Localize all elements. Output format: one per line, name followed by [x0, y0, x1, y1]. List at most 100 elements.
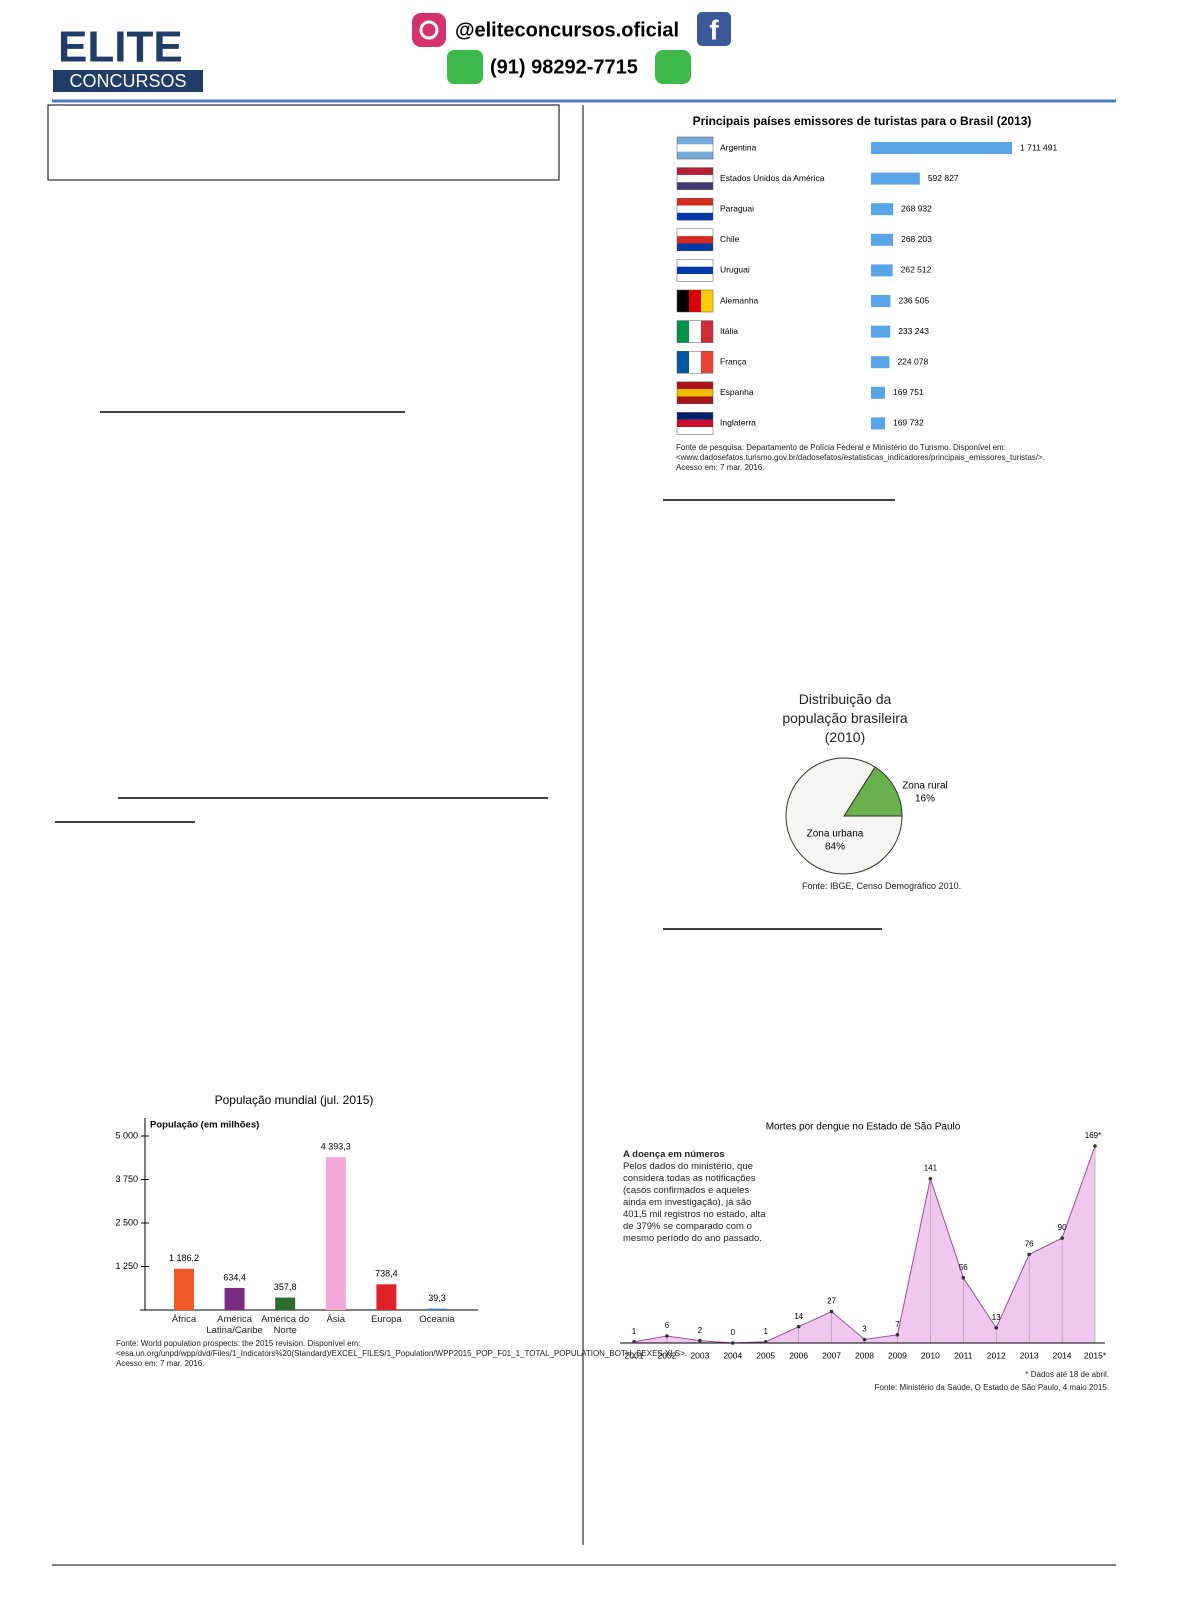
x-tick-label: Oceania	[419, 1314, 455, 1325]
flag-border	[676, 228, 714, 252]
chart-title: Distribuição da população brasileira (20…	[782, 691, 908, 745]
flag	[677, 396, 713, 404]
annotation: A doença em números Pelos dados do minis…	[623, 1149, 773, 1245]
value-label: 634,4	[223, 1272, 246, 1282]
value-label: 236 505	[898, 295, 929, 305]
flag-border	[676, 167, 714, 190]
value-label: 6	[665, 1321, 670, 1330]
x-tick-label: 2009	[888, 1350, 907, 1360]
value-label: 268 203	[901, 234, 932, 244]
flag	[677, 419, 713, 428]
flag	[677, 351, 689, 374]
bar	[871, 172, 920, 185]
instagram-icon	[419, 20, 439, 40]
point	[1093, 1144, 1097, 1148]
value-label: 268 932	[901, 203, 932, 213]
category-label: Espanha	[720, 387, 754, 397]
flag	[677, 212, 713, 221]
point	[829, 1309, 834, 1314]
instagram-icon	[412, 13, 446, 47]
x-tick-label: 2003	[690, 1350, 709, 1360]
y-tick-label: 3 750	[115, 1174, 138, 1184]
value-label: 1	[632, 1327, 637, 1336]
category-label: Alemanha	[720, 295, 759, 305]
flag-border	[676, 289, 714, 313]
pie-slice	[785, 757, 903, 875]
area-fill	[634, 1146, 1096, 1343]
flag	[701, 320, 713, 343]
value-label: 0	[731, 1328, 736, 1337]
flag	[677, 381, 713, 390]
category-label: Paraguai	[720, 203, 754, 213]
instagram-handle: @eliteconcursos.oficial	[455, 19, 679, 41]
flag	[677, 243, 713, 251]
value-label: 224 078	[897, 356, 928, 366]
bar	[174, 1268, 194, 1310]
bar	[224, 1287, 245, 1310]
point	[895, 1333, 900, 1337]
y-tick-label: 2 500	[115, 1217, 138, 1227]
value-label: 3	[862, 1325, 867, 1334]
x-tick-label: 2013	[1020, 1350, 1039, 1360]
value-label: 169 751	[893, 387, 924, 397]
point	[1060, 1236, 1064, 1240]
flag	[677, 198, 713, 206]
bar	[427, 1308, 447, 1310]
slice-value: 84%	[825, 842, 845, 853]
footnote: * Dados até 18 de abril.	[1025, 1370, 1109, 1379]
point	[763, 1340, 768, 1344]
x-tick-label: Ásia	[326, 1314, 346, 1325]
x-tick-label: 2012	[987, 1350, 1006, 1360]
chart-title: Principais países emissores de turistas …	[693, 114, 1032, 128]
flag	[677, 259, 713, 267]
value-label: 7	[895, 1320, 900, 1329]
category-label: França	[720, 356, 747, 366]
category-label: Chile	[720, 234, 740, 244]
bar	[275, 1297, 296, 1310]
bar	[871, 386, 885, 399]
flag	[677, 174, 713, 183]
flag-border	[676, 197, 714, 221]
facebook-icon	[697, 12, 731, 46]
flag	[677, 412, 713, 420]
flag	[677, 182, 713, 190]
value-label: 76	[1025, 1240, 1034, 1249]
slice-value: 16%	[915, 794, 935, 805]
flag-border	[676, 350, 714, 374]
flag	[677, 144, 713, 152]
flag-border	[676, 412, 714, 435]
x-tick-label: 2006	[789, 1350, 808, 1360]
logo-band	[53, 70, 203, 92]
x-tick-label: África	[171, 1314, 197, 1325]
chart-source: Fonte: Ministério da Saúde, O Estado de …	[874, 1383, 1109, 1392]
x-tick-label: 2007	[822, 1350, 841, 1360]
bar	[376, 1284, 397, 1310]
x-tick-label: 2004	[723, 1350, 742, 1360]
point	[994, 1326, 999, 1330]
value-label: 2	[698, 1326, 703, 1335]
flag	[677, 205, 713, 213]
value-label: 13	[992, 1313, 1001, 1322]
bar	[871, 264, 893, 277]
flag	[677, 266, 713, 275]
flag	[677, 389, 713, 397]
flag-border	[676, 136, 714, 160]
y-axis-label: População (em milhões)	[150, 1120, 259, 1131]
point	[862, 1337, 867, 1342]
bar	[871, 325, 891, 338]
point	[961, 1275, 966, 1280]
x-tick-label: 2015*	[1084, 1350, 1107, 1360]
x-tick-label: 2001	[625, 1350, 644, 1360]
chart-title: Mortes por dengue no Estado de São Paulo	[766, 1122, 961, 1133]
flag	[677, 427, 713, 435]
flag	[677, 151, 713, 160]
point	[730, 1341, 735, 1345]
value-label: 56	[959, 1263, 968, 1272]
category-label: Inglaterra	[720, 418, 756, 428]
chart-title: População mundial (jul. 2015)	[215, 1093, 374, 1107]
flag-border	[676, 381, 714, 405]
x-tick-label: América Latina/Caribe	[206, 1314, 263, 1336]
value-label: 1	[763, 1327, 768, 1336]
y-tick-label: 1 250	[115, 1261, 138, 1271]
